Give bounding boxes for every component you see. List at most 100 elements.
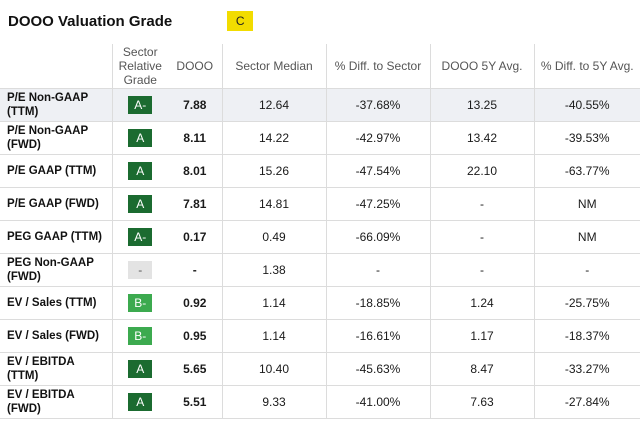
- grade-badge: A-: [128, 228, 153, 246]
- sector-median-value: 10.40: [222, 352, 327, 386]
- metric-name: EV / Sales (FWD): [0, 319, 113, 353]
- sector-median-value: 14.81: [222, 187, 327, 221]
- diff-5y-value: -: [534, 253, 640, 287]
- ticker-value: 8.11: [168, 121, 223, 155]
- grade-cell: A: [112, 154, 168, 188]
- header-metric: [0, 44, 113, 89]
- metric-name: P/E Non-GAAP (FWD): [0, 121, 113, 155]
- table-row: P/E Non-GAAP (TTM) A- 7.88 12.64 -37.68% 13.2…: [0, 88, 640, 122]
- ticker-value: -: [168, 253, 223, 287]
- grade-cell: A-: [112, 88, 168, 122]
- metric-name: EV / EBITDA (FWD): [0, 385, 113, 419]
- table-row: EV / EBITDA (FWD) A 5.51 9.33 -41.00% 7.63 -27…: [0, 385, 640, 419]
- grade-badge: -: [128, 261, 153, 279]
- avg-5y-value: 1.24: [430, 286, 535, 320]
- sector-median-value: 12.64: [222, 88, 327, 122]
- diff-5y-value: -40.55%: [534, 88, 640, 122]
- diff-sector-value: -45.63%: [326, 352, 431, 386]
- ticker-value: 8.01: [168, 154, 223, 188]
- avg-5y-value: 13.42: [430, 121, 535, 155]
- ticker-value: 5.51: [168, 385, 223, 419]
- diff-sector-value: -: [326, 253, 431, 287]
- grade-badge: A-: [128, 96, 153, 114]
- diff-sector-value: -16.61%: [326, 319, 431, 353]
- grade-cell: B-: [112, 286, 168, 320]
- avg-5y-value: 7.63: [430, 385, 535, 419]
- header-sector-median: Sector Median: [222, 44, 327, 89]
- sector-median-value: 1.38: [222, 253, 327, 287]
- metric-name: EV / Sales (TTM): [0, 286, 113, 320]
- avg-5y-value: -: [430, 253, 535, 287]
- grade-cell: A: [112, 385, 168, 419]
- grade-badge: B-: [128, 327, 153, 345]
- metric-name: P/E GAAP (TTM): [0, 154, 113, 188]
- metric-name: PEG Non-GAAP (FWD): [0, 253, 113, 287]
- ticker-value: 0.17: [168, 220, 223, 254]
- avg-5y-value: 1.17: [430, 319, 535, 353]
- grade-badge: A: [128, 195, 153, 213]
- header-diff-5y: % Diff. to 5Y Avg.: [534, 44, 640, 89]
- table-row: EV / Sales (FWD) B- 0.95 1.14 -16.61% 1.17 -18…: [0, 319, 640, 353]
- sector-median-value: 15.26: [222, 154, 327, 188]
- diff-sector-value: -41.00%: [326, 385, 431, 419]
- diff-sector-value: -47.25%: [326, 187, 431, 221]
- overall-grade-badge: C: [227, 11, 254, 31]
- avg-5y-value: 8.47: [430, 352, 535, 386]
- card-header: DOOO Valuation Grade C: [8, 10, 254, 32]
- header-5y-avg: DOOO 5Y Avg.: [430, 44, 535, 89]
- sector-median-value: 1.14: [222, 286, 327, 320]
- header-ticker: DOOO: [168, 44, 223, 89]
- table-row: P/E GAAP (TTM) A 8.01 15.26 -47.54% 22.10 -63.…: [0, 154, 640, 188]
- diff-5y-value: NM: [534, 220, 640, 254]
- grade-badge: A: [128, 129, 153, 147]
- ticker-value: 7.81: [168, 187, 223, 221]
- diff-5y-value: -33.27%: [534, 352, 640, 386]
- grade-badge: A: [128, 393, 153, 411]
- table-row: P/E GAAP (FWD) A 7.81 14.81 -47.25% - NM: [0, 187, 640, 221]
- table-row: EV / Sales (TTM) B- 0.92 1.14 -18.85% 1.24 -25…: [0, 286, 640, 320]
- grade-cell: -: [112, 253, 168, 287]
- ticker-value: 7.88: [168, 88, 223, 122]
- diff-sector-value: -66.09%: [326, 220, 431, 254]
- avg-5y-value: -: [430, 187, 535, 221]
- sector-median-value: 0.49: [222, 220, 327, 254]
- grade-badge: A: [128, 162, 153, 180]
- metric-name: PEG GAAP (TTM): [0, 220, 113, 254]
- table-row: EV / EBITDA (TTM) A 5.65 10.40 -45.63% 8.47 -3…: [0, 352, 640, 386]
- sector-median-value: 1.14: [222, 319, 327, 353]
- sector-median-value: 9.33: [222, 385, 327, 419]
- table-row: P/E Non-GAAP (FWD) A 8.11 14.22 -42.97% 13.42…: [0, 121, 640, 155]
- diff-5y-value: -18.37%: [534, 319, 640, 353]
- sector-median-value: 14.22: [222, 121, 327, 155]
- metric-name: P/E Non-GAAP (TTM): [0, 88, 113, 122]
- avg-5y-value: 22.10: [430, 154, 535, 188]
- table-header-row: Sector Relative Grade DOOO Sector Median…: [0, 44, 640, 89]
- ticker-value: 0.92: [168, 286, 223, 320]
- grade-cell: B-: [112, 319, 168, 353]
- diff-sector-value: -42.97%: [326, 121, 431, 155]
- page-title: DOOO Valuation Grade: [8, 12, 173, 30]
- grade-cell: A: [112, 121, 168, 155]
- grade-cell: A: [112, 187, 168, 221]
- diff-5y-value: -63.77%: [534, 154, 640, 188]
- grade-badge: B-: [128, 294, 153, 312]
- diff-5y-value: -27.84%: [534, 385, 640, 419]
- avg-5y-value: -: [430, 220, 535, 254]
- grade-badge: A: [128, 360, 153, 378]
- metric-name: EV / EBITDA (TTM): [0, 352, 113, 386]
- avg-5y-value: 13.25: [430, 88, 535, 122]
- diff-sector-value: -18.85%: [326, 286, 431, 320]
- valuation-table: Sector Relative Grade DOOO Sector Median…: [0, 44, 640, 419]
- metric-name: P/E GAAP (FWD): [0, 187, 113, 221]
- diff-5y-value: -25.75%: [534, 286, 640, 320]
- diff-5y-value: NM: [534, 187, 640, 221]
- diff-sector-value: -47.54%: [326, 154, 431, 188]
- diff-sector-value: -37.68%: [326, 88, 431, 122]
- header-sector-grade: Sector Relative Grade: [112, 44, 168, 89]
- grade-cell: A-: [112, 220, 168, 254]
- table-row: PEG GAAP (TTM) A- 0.17 0.49 -66.09% - NM: [0, 220, 640, 254]
- ticker-value: 5.65: [168, 352, 223, 386]
- ticker-value: 0.95: [168, 319, 223, 353]
- grade-cell: A: [112, 352, 168, 386]
